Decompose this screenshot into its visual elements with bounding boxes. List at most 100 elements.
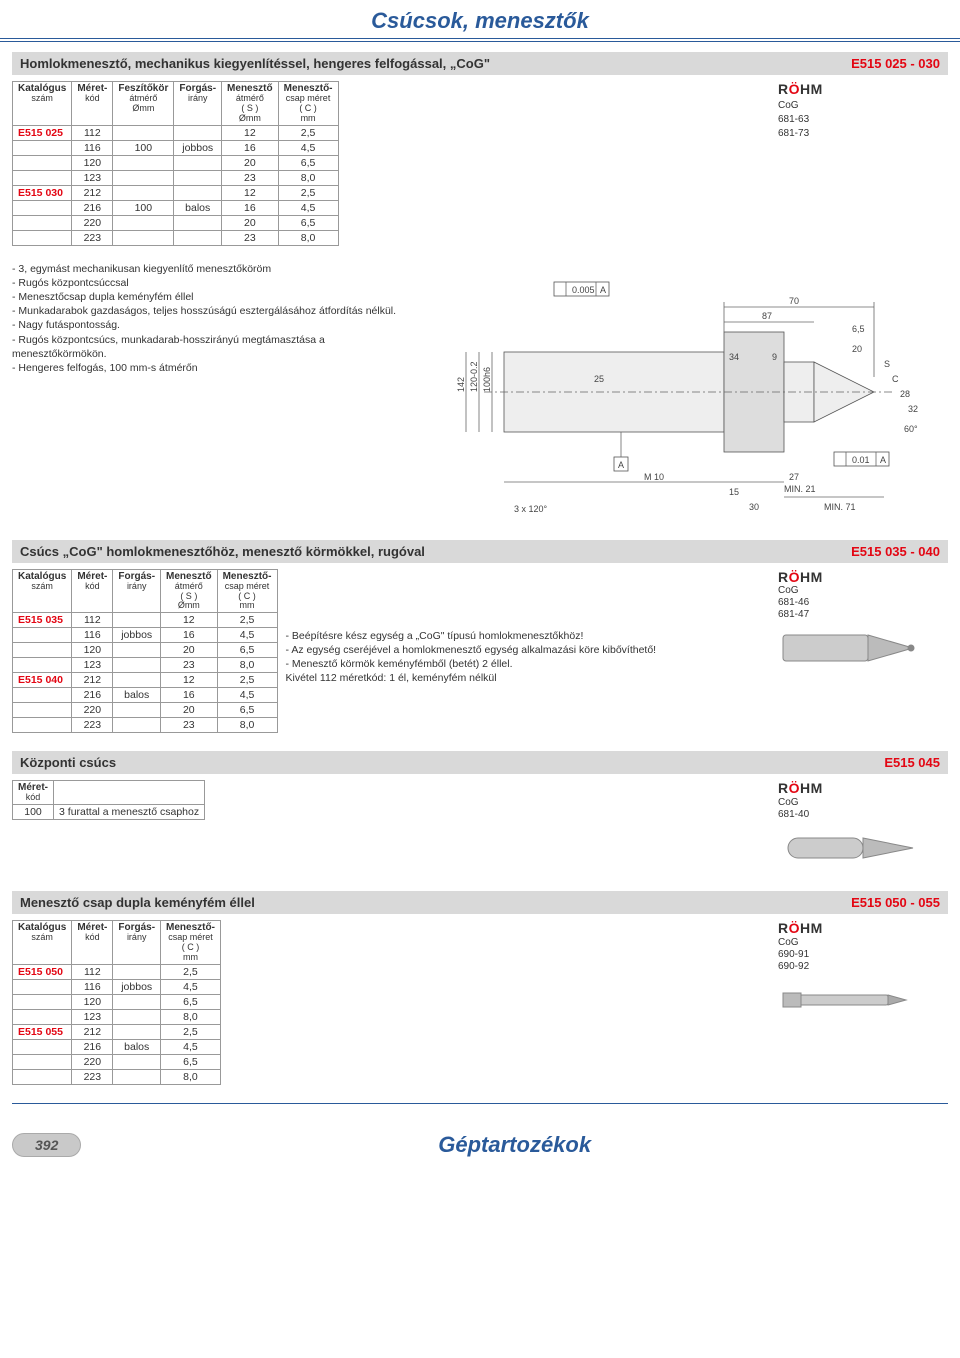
table-cell xyxy=(13,643,72,658)
section-1-code: E515 025 - 030 xyxy=(851,56,940,71)
table-cell xyxy=(13,1069,72,1084)
table-cell: E515 035 xyxy=(13,613,72,628)
table-cell xyxy=(13,994,72,1009)
table-row: 223238,0 xyxy=(13,718,278,733)
table-cell: E515 040 xyxy=(13,673,72,688)
table-cell: 2,5 xyxy=(161,1024,221,1039)
table-cell: 220 xyxy=(72,1054,113,1069)
footer-title: Géptartozékok xyxy=(81,1132,948,1158)
table-cell: 20 xyxy=(161,643,218,658)
table-row: E515 030212122,5 xyxy=(13,185,339,200)
table-cell: 120 xyxy=(72,155,113,170)
table-cell xyxy=(13,703,72,718)
table-cell: 2,5 xyxy=(278,125,338,140)
svg-text:3 x 120°: 3 x 120° xyxy=(514,504,548,514)
table-cell: 6,5 xyxy=(161,1054,221,1069)
table-row: 120206,5 xyxy=(13,643,278,658)
table-row: 2238,0 xyxy=(13,1069,221,1084)
svg-text:6,5: 6,5 xyxy=(852,324,865,334)
svg-text:28: 28 xyxy=(900,389,910,399)
table-cell xyxy=(13,688,72,703)
table-cell xyxy=(113,1054,161,1069)
section-1-table: Katalógusszám Méret-kód Feszítőkörátmérő… xyxy=(12,81,339,246)
h4-c-u: mm xyxy=(166,953,215,963)
table-row: 1003 furattal a menesztő csaphoz xyxy=(13,805,205,820)
svg-text:120-0.2: 120-0.2 xyxy=(469,361,479,392)
brand2-l3: 681-47 xyxy=(778,609,823,621)
table-cell: 100 xyxy=(113,140,174,155)
desc-line: - Nagy futáspontosság. xyxy=(12,318,412,332)
table-cell: 123 xyxy=(72,1009,113,1024)
table-cell xyxy=(174,185,222,200)
table-cell xyxy=(113,170,174,185)
table-cell: 112 xyxy=(72,964,113,979)
section-4-title: Menesztő csap dupla keményfém éllel xyxy=(20,895,851,910)
table-cell xyxy=(13,658,72,673)
table-cell xyxy=(113,125,174,140)
table-cell xyxy=(174,170,222,185)
table-cell xyxy=(113,658,161,673)
table-cell xyxy=(113,155,174,170)
table-cell: 3 furattal a menesztő csaphoz xyxy=(54,805,205,820)
table-cell: 6,5 xyxy=(161,994,221,1009)
table-cell: E515 025 xyxy=(13,125,72,140)
table-row: 120206,5 xyxy=(13,155,339,170)
section-2-header: Csúcs „CoG" homlokmenesztőhöz, menesztő … xyxy=(12,540,948,563)
table-row: 220 6,5 xyxy=(13,1054,221,1069)
table-cell: 23 xyxy=(222,230,279,245)
h-c-u: mm xyxy=(284,114,333,124)
table-row: 216balos4,5 xyxy=(13,1039,221,1054)
table-cell: 12 xyxy=(161,673,218,688)
svg-text:15: 15 xyxy=(729,487,739,497)
footer-rule xyxy=(12,1103,948,1104)
table-cell: 4,5 xyxy=(278,140,338,155)
h-d-u: Ømm xyxy=(118,104,168,114)
table-cell xyxy=(13,628,72,643)
table-cell: 112 xyxy=(72,613,113,628)
table-cell: balos xyxy=(113,688,161,703)
svg-text:A: A xyxy=(880,455,886,465)
brand4-l1: CoG xyxy=(778,937,823,949)
table-cell: 112 xyxy=(72,125,113,140)
table-cell: 4,5 xyxy=(161,1039,221,1054)
brand-logo-4: RÖHM xyxy=(778,920,823,937)
h2-s-u: Ømm xyxy=(166,601,212,611)
table-cell: 6,5 xyxy=(217,703,277,718)
svg-text:25: 25 xyxy=(594,374,604,384)
h2-cat-b: szám xyxy=(18,582,66,592)
table-row: 116100jobbos164,5 xyxy=(13,140,339,155)
h4-size-b: kód xyxy=(77,933,107,943)
desc-line: - Munkadarabok gazdaságos, teljes hosszú… xyxy=(12,304,412,318)
desc-line: - Rugós központcsúcs, munkadarab-hosszir… xyxy=(12,333,412,361)
table-cell: 8,0 xyxy=(278,170,338,185)
table-cell: 216 xyxy=(72,1039,113,1054)
table-row: E515 025112122,5 xyxy=(13,125,339,140)
table-cell: 116 xyxy=(72,979,113,994)
table-row: 216balos164,5 xyxy=(13,688,278,703)
page-footer: 392 Géptartozékok xyxy=(0,1124,960,1168)
table-cell xyxy=(113,643,161,658)
table-cell xyxy=(113,185,174,200)
table-cell xyxy=(113,230,174,245)
h4-cat-b: szám xyxy=(18,933,66,943)
table-cell: 4,5 xyxy=(278,200,338,215)
table-cell: 100 xyxy=(113,200,174,215)
svg-text:9: 9 xyxy=(772,352,777,362)
table-cell xyxy=(13,230,72,245)
table-cell: 223 xyxy=(72,1069,113,1084)
section-4-code: E515 050 - 055 xyxy=(851,895,940,910)
h2-size-b: kód xyxy=(77,582,107,592)
table-cell: 116 xyxy=(72,140,113,155)
svg-text:142: 142 xyxy=(456,377,466,392)
desc-line: - Hengeres felfogás, 100 mm-s átmérőn xyxy=(12,361,412,375)
table-row: E515 040212122,5 xyxy=(13,673,278,688)
table-row: 216100balos164,5 xyxy=(13,200,339,215)
table-cell: 6,5 xyxy=(278,155,338,170)
table-cell xyxy=(174,155,222,170)
brand-logo: RÖHM xyxy=(778,81,823,98)
table-cell xyxy=(13,979,72,994)
table-row: E515 0552122,5 xyxy=(13,1024,221,1039)
svg-text:MIN. 21: MIN. 21 xyxy=(784,484,816,494)
table-cell xyxy=(113,994,161,1009)
table-cell: 16 xyxy=(222,200,279,215)
